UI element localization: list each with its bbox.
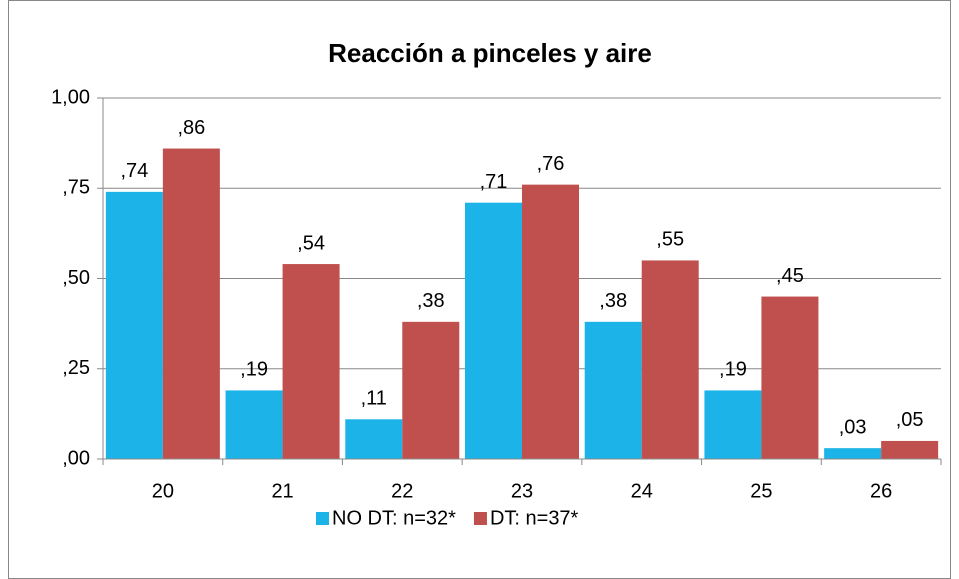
bar — [761, 296, 819, 459]
value-label: ,71 — [480, 171, 508, 193]
legend-swatch — [473, 512, 487, 525]
x-tick-label: 20 — [152, 480, 174, 502]
legend-label: DT: n=37* — [490, 507, 579, 529]
value-label: ,03 — [839, 416, 867, 438]
value-label: ,45 — [776, 265, 804, 287]
bar — [522, 184, 579, 459]
value-label: ,38 — [417, 290, 445, 312]
value-label: ,86 — [177, 117, 205, 139]
bar — [345, 419, 403, 459]
value-label: ,11 — [361, 388, 387, 410]
x-tick-label: 22 — [391, 480, 413, 502]
x-tick-label: 21 — [271, 480, 293, 502]
chart-title: Reacción a pinceles y aire — [328, 38, 652, 68]
y-tick-label: ,00 — [62, 447, 90, 469]
bar — [881, 440, 939, 459]
value-label: ,19 — [719, 359, 747, 381]
value-label: ,38 — [599, 290, 627, 312]
x-tick-label: 23 — [511, 480, 533, 502]
bar — [225, 390, 283, 459]
bar — [465, 202, 522, 459]
bar — [824, 448, 882, 459]
value-label: ,05 — [896, 409, 924, 431]
value-label: ,19 — [240, 359, 268, 381]
y-tick-label: ,25 — [62, 357, 90, 379]
y-tick-label: ,75 — [62, 177, 90, 199]
bar — [402, 321, 460, 459]
value-label: ,74 — [120, 160, 148, 182]
x-tick-label: 24 — [631, 480, 653, 502]
x-tick-label: 25 — [750, 480, 772, 502]
bar — [704, 390, 762, 459]
bar — [584, 321, 642, 459]
value-label: ,54 — [297, 232, 325, 254]
y-tick-label: 1,00 — [51, 86, 90, 108]
bar — [105, 191, 163, 460]
value-label: ,55 — [656, 229, 684, 251]
bar — [282, 264, 340, 459]
bar — [641, 260, 699, 459]
bar — [162, 148, 220, 460]
x-tick-label: 26 — [870, 480, 892, 502]
y-tick-label: ,50 — [62, 267, 90, 289]
value-label: ,76 — [537, 153, 565, 175]
legend-label: NO DT: n=32* — [332, 507, 456, 529]
legend-swatch — [316, 512, 329, 525]
